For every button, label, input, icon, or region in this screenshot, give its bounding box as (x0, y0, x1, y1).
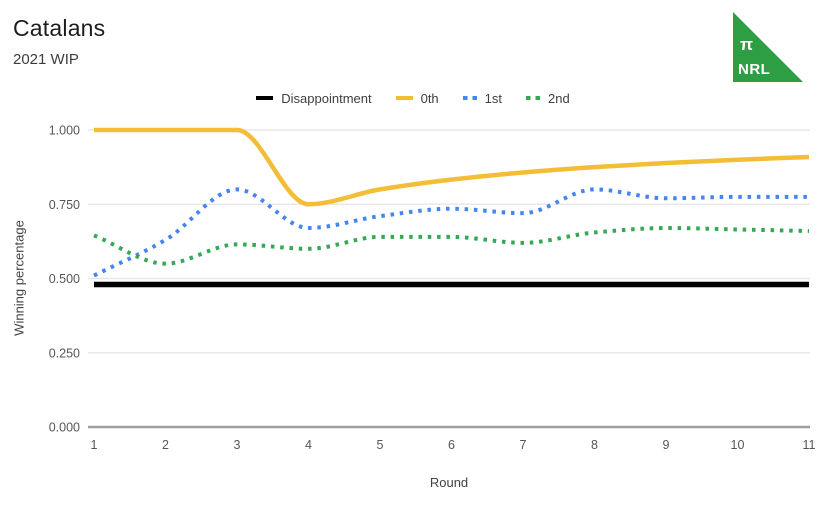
x-tick-label: 6 (448, 438, 455, 452)
legend-swatch-disappointment-icon (256, 96, 274, 100)
page-title: Catalans (13, 15, 106, 41)
series-line-2nd (93, 226, 810, 266)
x-tick-label: 4 (305, 438, 312, 452)
legend-item-2nd: 2nd (526, 92, 570, 105)
legend-label-disappointment: Disappointment (281, 90, 372, 106)
nrl-logo-triangle-icon: π NRL (733, 12, 803, 82)
legend-label-0th: 0th (420, 90, 439, 106)
legend-item-disappointment: Disappointment (256, 90, 372, 106)
legend-swatch-0th-icon (395, 96, 413, 100)
chart-subtitle: 2021 WIP (13, 51, 79, 68)
y-tick-label: 1.000 (49, 124, 80, 138)
legend: Disappointment 0th 1st 2nd (0, 88, 826, 108)
legend-item-0th: 0th (395, 90, 439, 106)
logo-nrl-text: NRL (738, 61, 770, 78)
y-tick-label: 0.750 (49, 198, 80, 212)
legend-swatch-1st-icon (462, 96, 477, 100)
legend-swatch-2nd-icon (526, 96, 541, 100)
x-tick-label: 3 (234, 438, 241, 452)
x-tick-label: 8 (591, 438, 598, 452)
x-tick-label: 11 (803, 438, 816, 452)
legend-label-2nd: 2nd (548, 90, 570, 106)
x-tick-label: 10 (731, 438, 745, 452)
y-tick-label: 0.500 (49, 272, 80, 286)
y-tick-label: 0.000 (49, 421, 80, 435)
x-tick-label: 1 (91, 438, 98, 452)
legend-item-1st: 1st (462, 90, 503, 106)
x-tick-label: 7 (520, 438, 527, 452)
x-tick-label: 5 (377, 438, 384, 452)
y-tick-label: 0.250 (49, 346, 80, 360)
x-axis-title: Round (429, 475, 469, 490)
logo-pi-text: π (740, 35, 753, 54)
series-line-0th (94, 127, 810, 207)
legend-label-1st: 1st (484, 90, 503, 106)
x-tick-label: 2 (162, 438, 169, 452)
nrl-logo: π NRL (733, 12, 803, 82)
x-tick-label: 9 (663, 438, 670, 452)
series-line-1st (93, 187, 809, 278)
